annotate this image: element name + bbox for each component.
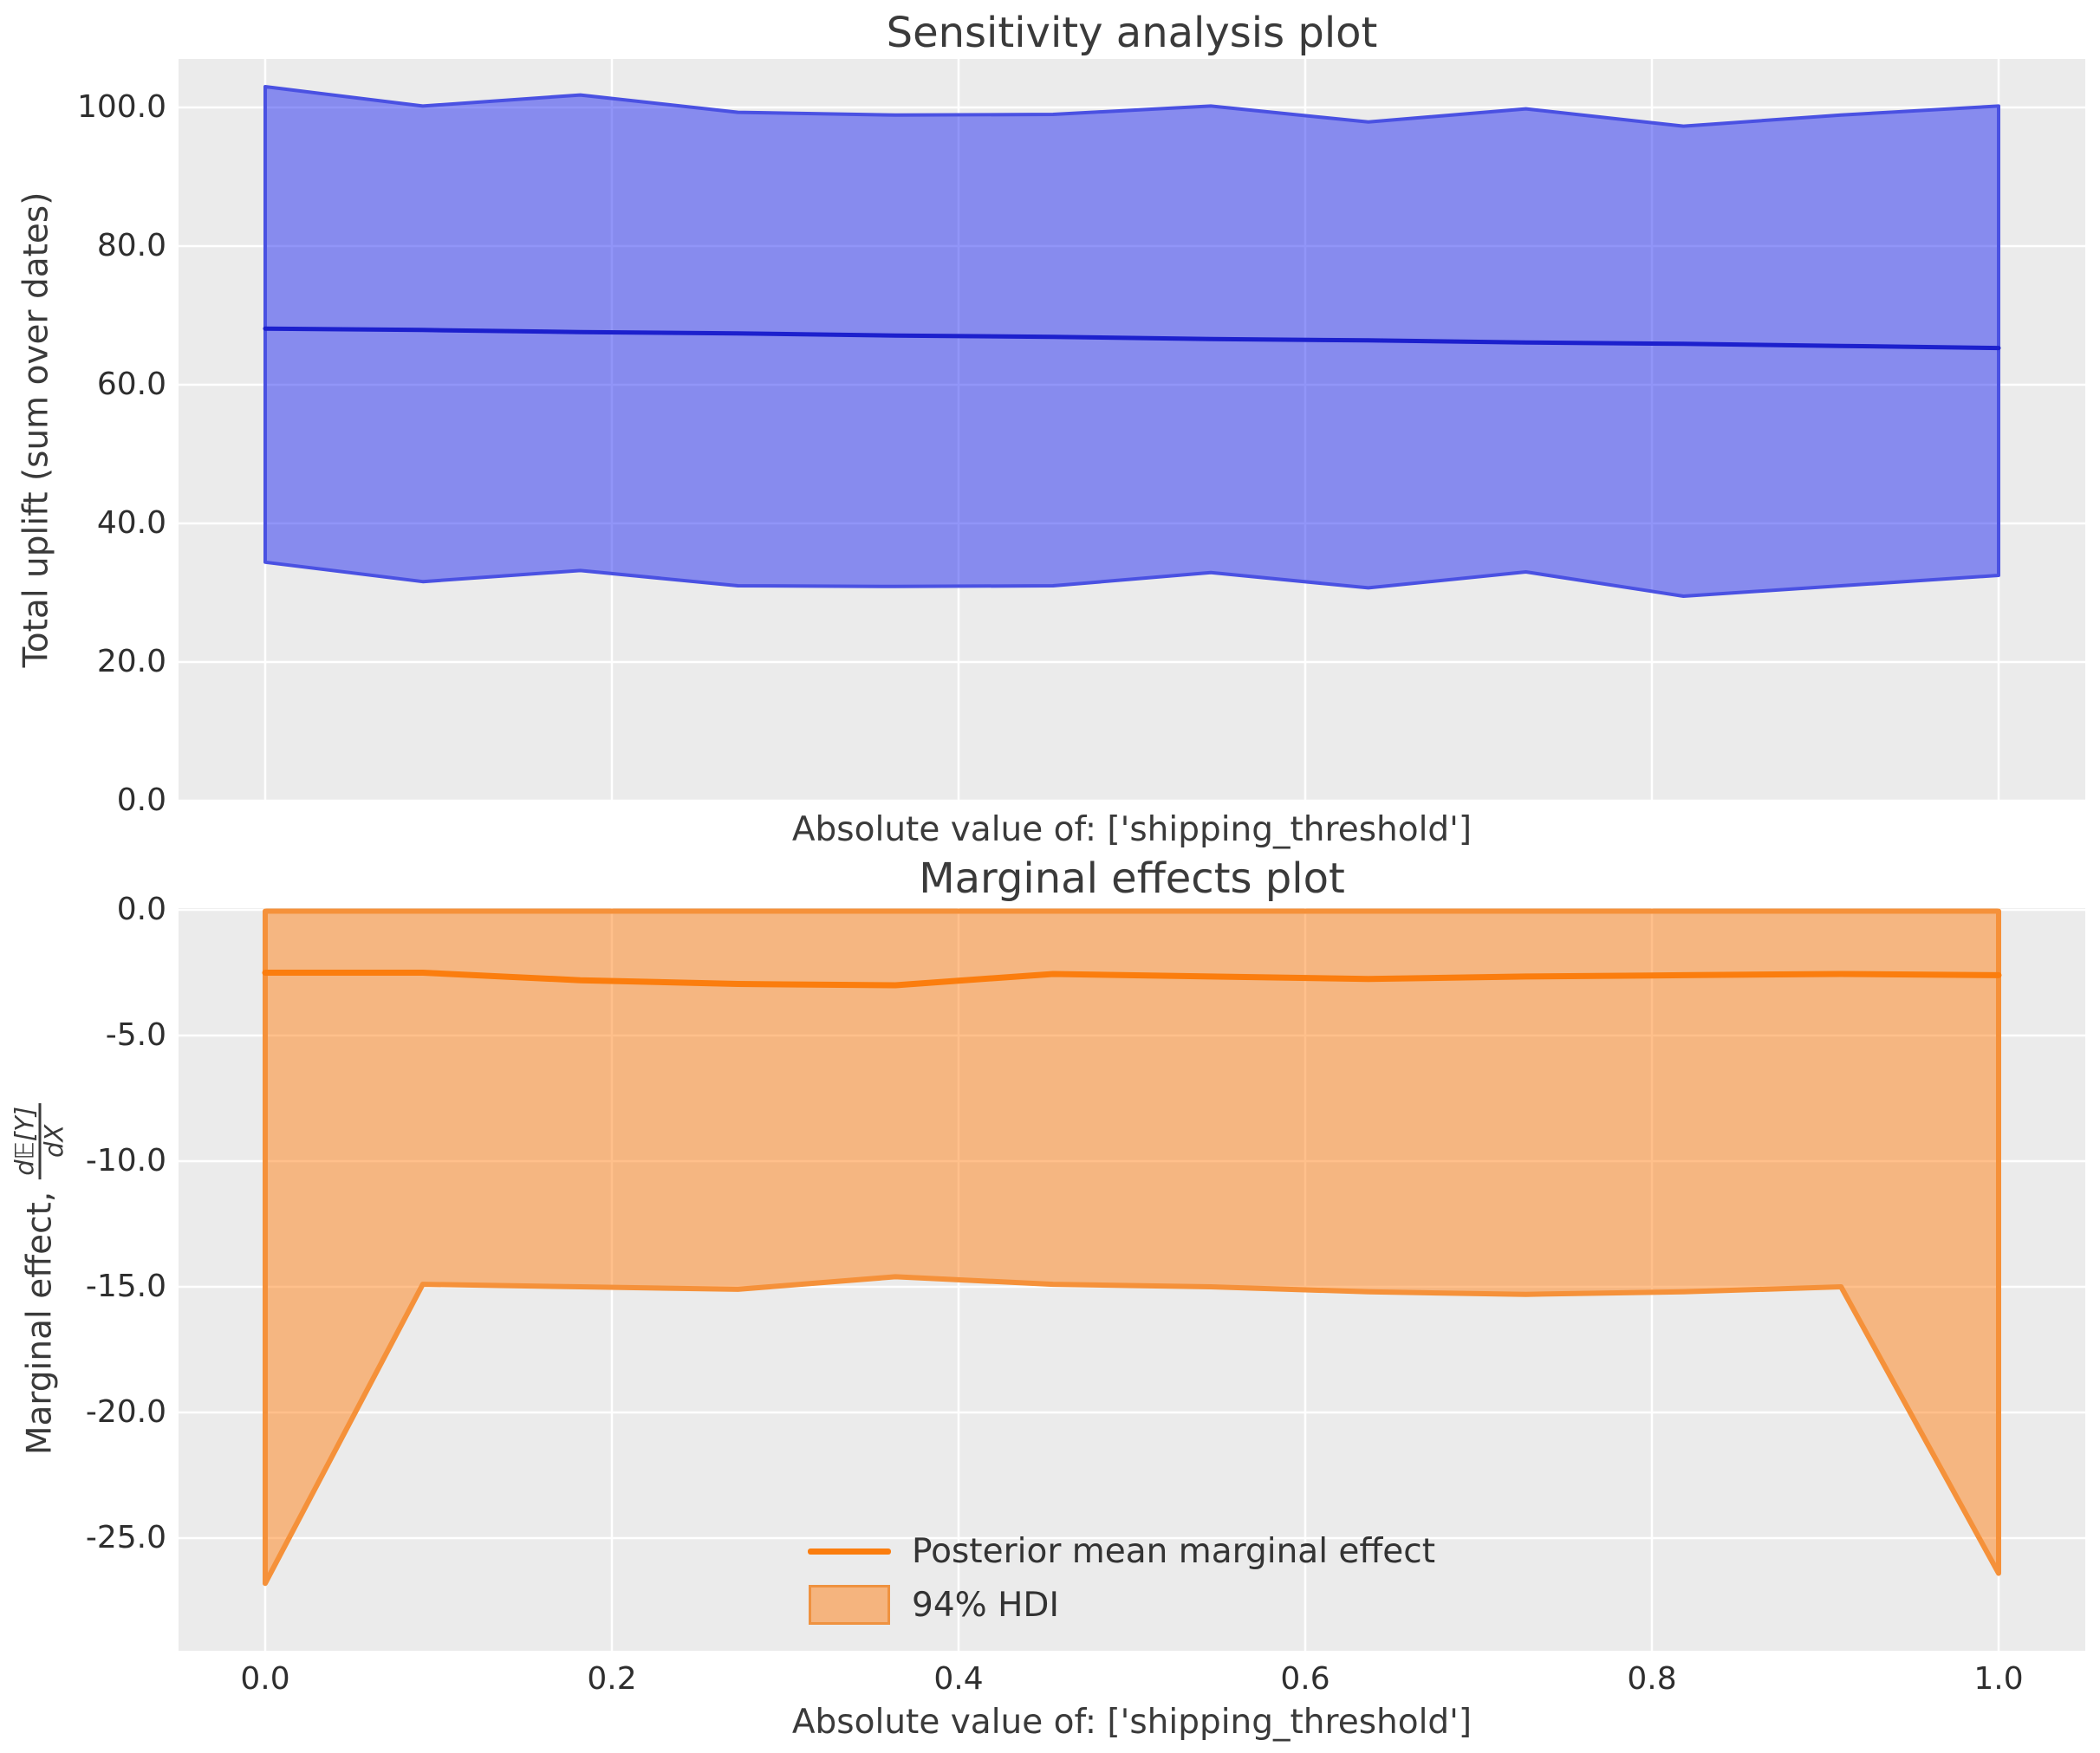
legend-entry-mean: Posterior mean marginal effect [806, 1528, 1435, 1574]
x-tick-label: 0.6 [1280, 1661, 1330, 1697]
legend-entry-hdi: 94% HDI [806, 1581, 1435, 1628]
x-tick-label: 0.0 [240, 1661, 290, 1697]
bottom-plot-title: Marginal effects plot [919, 854, 1345, 903]
legend-line-swatch-box [806, 1548, 893, 1555]
legend-label-mean: Posterior mean marginal effect [912, 1531, 1436, 1571]
legend-line-swatch [808, 1548, 891, 1555]
y-tick-label: 0.0 [116, 892, 166, 927]
top-plot-title: Sensitivity analysis plot [886, 9, 1378, 57]
plot-area-1 [179, 908, 2085, 1651]
y-tick-label: -5.0 [105, 1017, 166, 1053]
posterior-mean-line-marginal-effect [262, 970, 2002, 989]
legend-label-hdi: 94% HDI [912, 1585, 1059, 1625]
legend-patch-swatch-box [806, 1585, 893, 1625]
top-y-axis-label-text: Total uplift (sum over dates) [16, 192, 56, 668]
legend: Posterior mean marginal effect 94% HDI [806, 1528, 1435, 1635]
y-tick-label: 40.0 [96, 505, 166, 541]
posterior-mean-line-uplift [263, 326, 2001, 351]
hdi-band-uplift [263, 85, 2000, 598]
x-tick-label: 0.8 [1627, 1661, 1677, 1697]
y-tick-label: -25.0 [85, 1520, 166, 1555]
y-tick-label: -15.0 [85, 1269, 166, 1304]
y-tick-label: 20.0 [96, 644, 166, 679]
x-tick-label: 0.2 [587, 1661, 637, 1697]
x-tick-label: 1.0 [1973, 1661, 2024, 1697]
bottom-x-axis-label: Absolute value of: ['shipping_threshold'… [791, 1703, 1473, 1742]
y-tick-label: -10.0 [85, 1143, 166, 1178]
legend-patch-swatch [809, 1585, 890, 1625]
top-x-axis-label: Absolute value of: ['shipping_threshold'… [791, 810, 1473, 849]
y-tick-label: 100.0 [76, 89, 166, 125]
y-tick-label: -20.0 [85, 1394, 166, 1430]
top-y-axis-label: Total uplift (sum over dates) [17, 192, 56, 668]
plot-area-0 [179, 59, 2085, 801]
y-tick-label: 60.0 [96, 367, 166, 402]
hdi-band-marginal-effect [263, 908, 2001, 1587]
y-tick-label: 0.0 [116, 782, 166, 818]
y-tick-label: 80.0 [96, 228, 166, 263]
x-tick-label: 0.4 [933, 1661, 984, 1697]
